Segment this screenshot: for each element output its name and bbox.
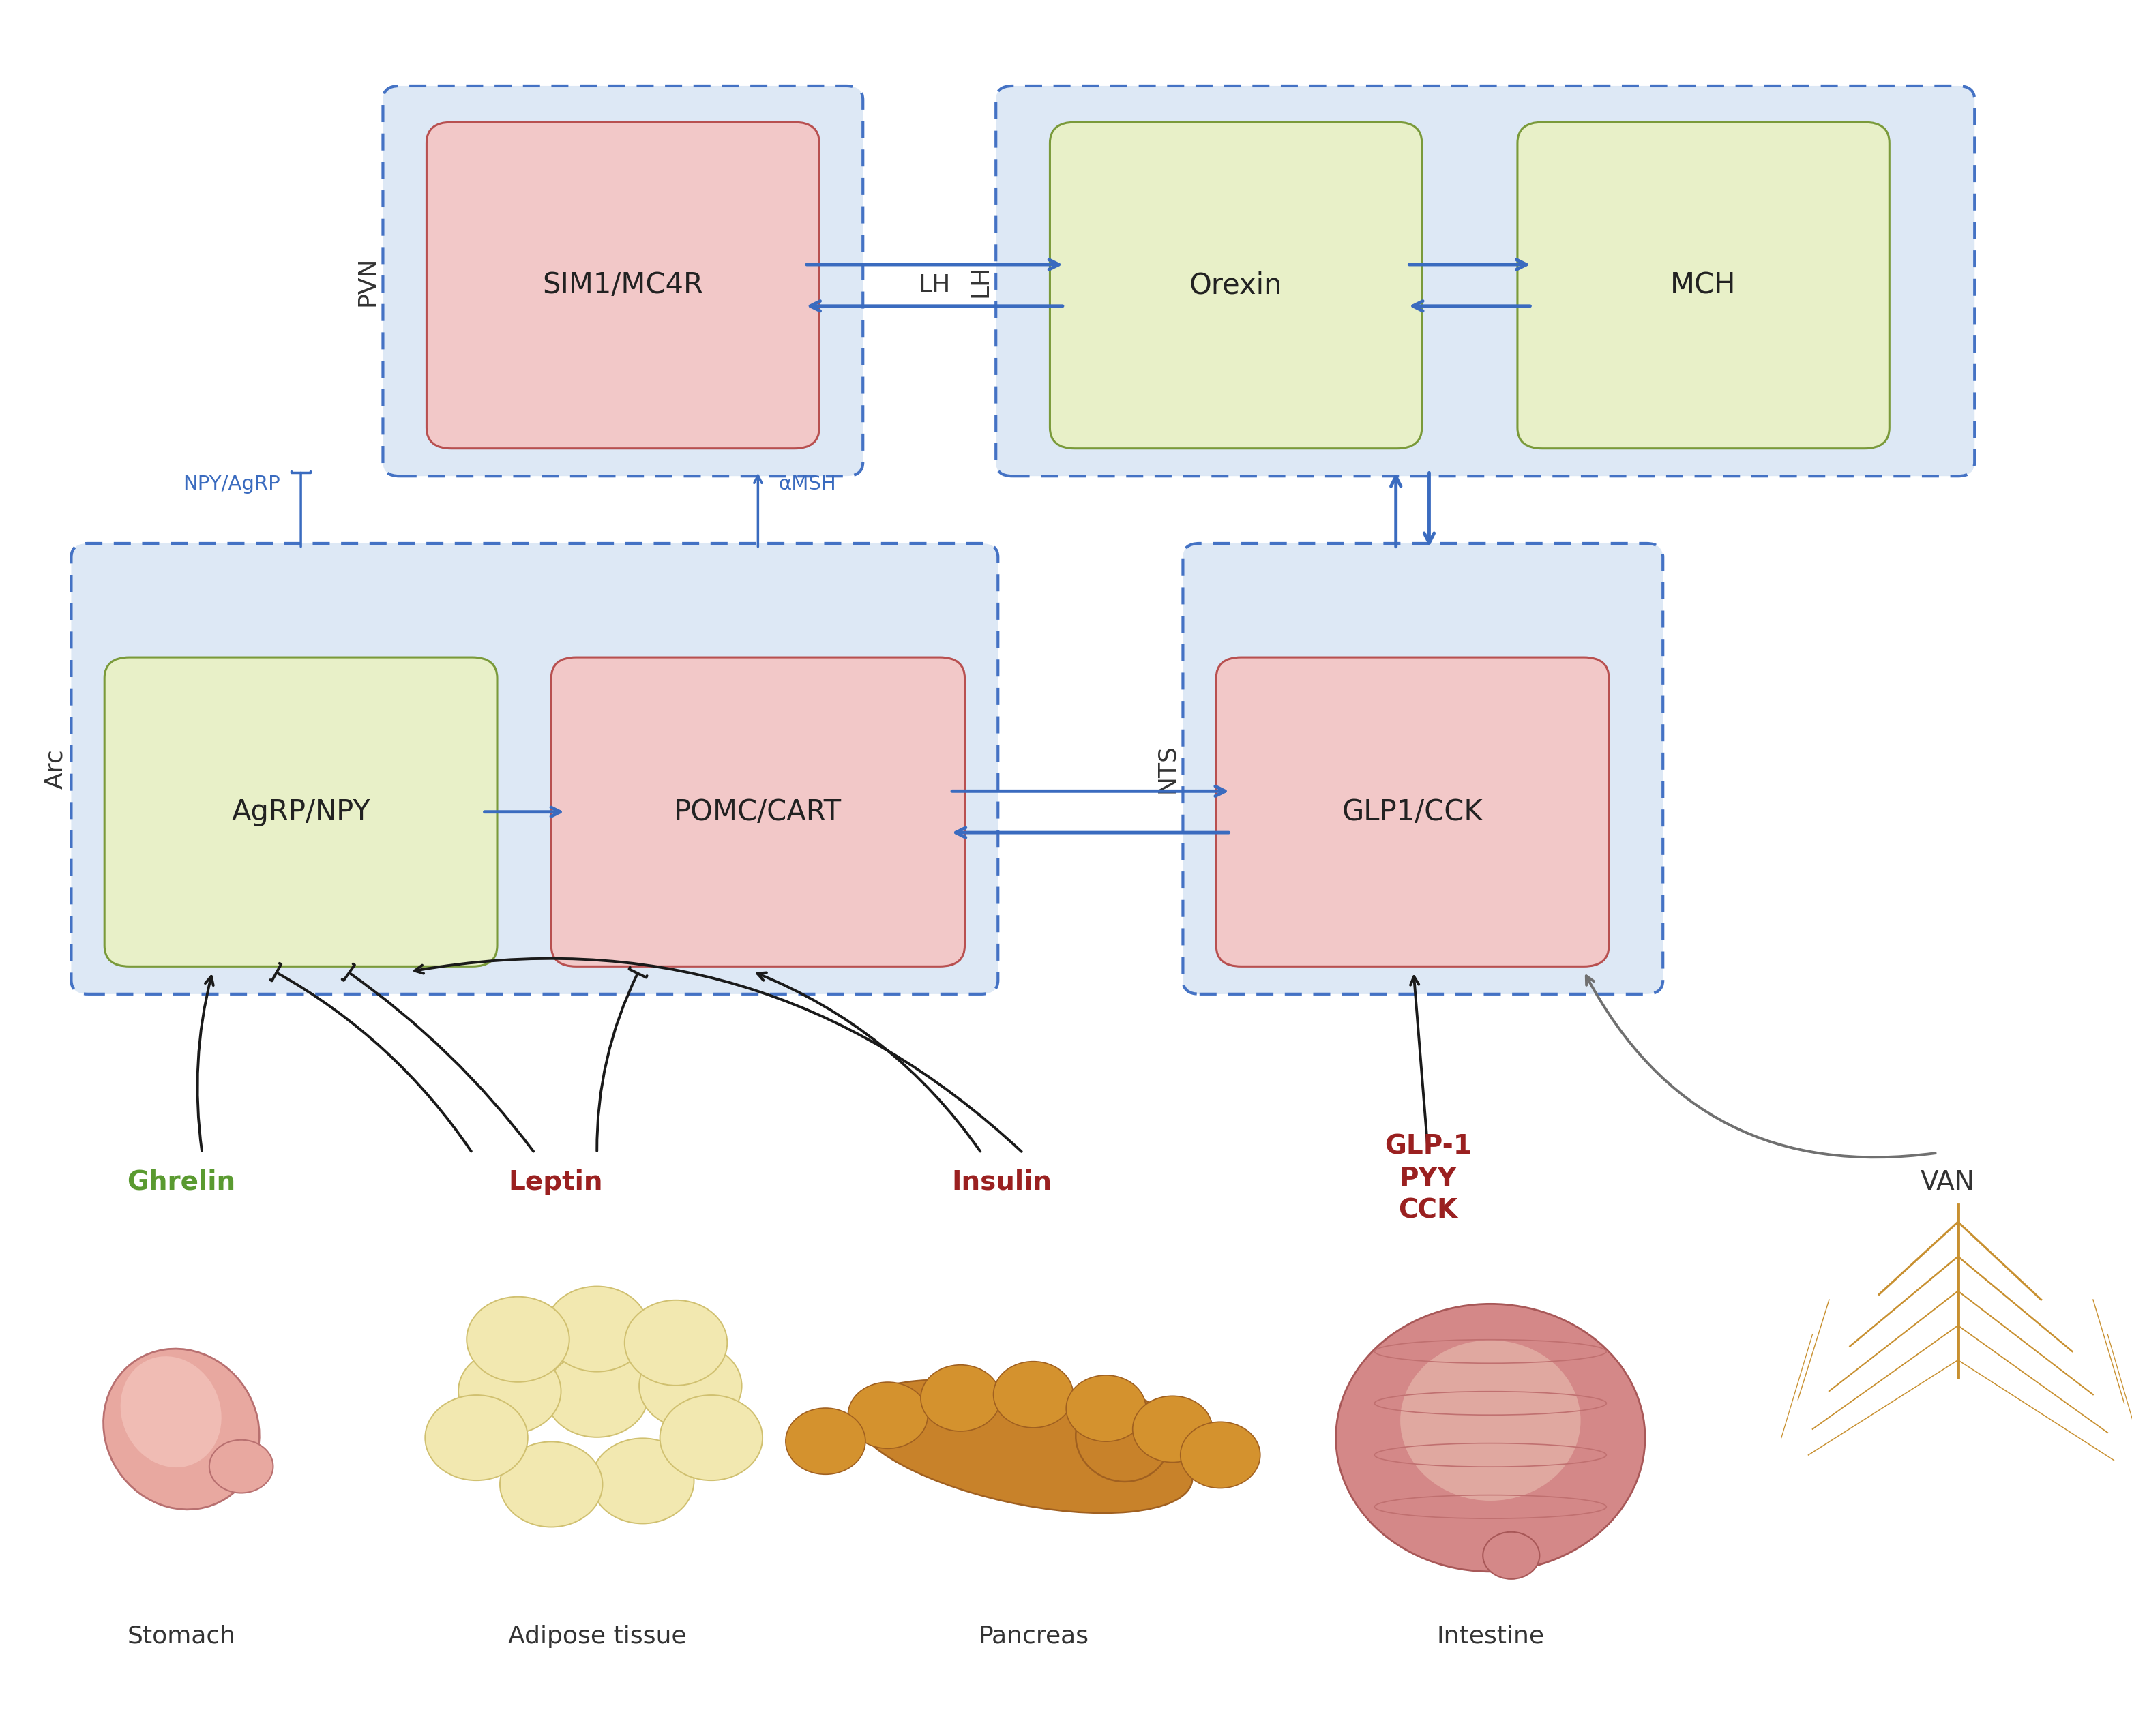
Text: NPY/AgRP: NPY/AgRP [183,474,279,493]
Circle shape [1181,1422,1260,1488]
Text: AgRP/NPY: AgRP/NPY [232,797,371,826]
Ellipse shape [853,1380,1192,1514]
Text: Leptin: Leptin [507,1170,603,1194]
Ellipse shape [122,1356,222,1467]
Text: αMSH: αMSH [778,474,836,493]
FancyBboxPatch shape [70,543,998,995]
Ellipse shape [1337,1304,1646,1571]
Text: POMC/CART: POMC/CART [674,797,842,826]
Text: Stomach: Stomach [128,1625,237,1647]
FancyBboxPatch shape [104,658,497,967]
FancyBboxPatch shape [1215,658,1610,967]
Circle shape [1132,1396,1213,1462]
Circle shape [849,1382,927,1448]
Ellipse shape [102,1349,260,1510]
Ellipse shape [1077,1394,1170,1481]
Circle shape [921,1364,1000,1430]
Circle shape [994,1361,1072,1427]
FancyBboxPatch shape [426,122,819,448]
Circle shape [458,1349,561,1434]
Circle shape [591,1437,695,1524]
Text: LH: LH [919,274,951,297]
Text: VAN: VAN [1921,1170,1974,1194]
Text: MCH: MCH [1671,271,1735,300]
Text: NTS: NTS [1156,745,1179,793]
Circle shape [625,1300,727,1385]
Text: Insulin: Insulin [953,1170,1053,1194]
FancyBboxPatch shape [1049,122,1422,448]
Ellipse shape [1401,1340,1580,1502]
Text: GLP-1
PYY
CCK: GLP-1 PYY CCK [1384,1134,1471,1224]
Text: Intestine: Intestine [1437,1625,1544,1647]
Text: PVN: PVN [356,255,379,306]
Circle shape [546,1286,648,1371]
Circle shape [661,1396,763,1481]
FancyBboxPatch shape [1518,122,1889,448]
Text: Adipose tissue: Adipose tissue [507,1625,687,1647]
Text: Arc: Arc [45,748,66,788]
FancyBboxPatch shape [996,85,1974,476]
Text: GLP1/CCK: GLP1/CCK [1341,797,1484,826]
Circle shape [499,1441,603,1528]
Text: LH: LH [968,266,991,297]
Circle shape [640,1344,742,1429]
Circle shape [209,1439,273,1493]
Circle shape [1484,1531,1539,1580]
Circle shape [785,1408,866,1474]
Text: Ghrelin: Ghrelin [128,1170,237,1194]
Circle shape [1066,1375,1145,1441]
Text: Orexin: Orexin [1190,271,1283,300]
Circle shape [546,1352,648,1437]
FancyBboxPatch shape [552,658,966,967]
Text: SIM1/MC4R: SIM1/MC4R [542,271,704,300]
FancyBboxPatch shape [384,85,863,476]
Circle shape [467,1297,569,1382]
FancyBboxPatch shape [1183,543,1663,995]
Text: Pancreas: Pancreas [979,1625,1089,1647]
Circle shape [424,1396,529,1481]
